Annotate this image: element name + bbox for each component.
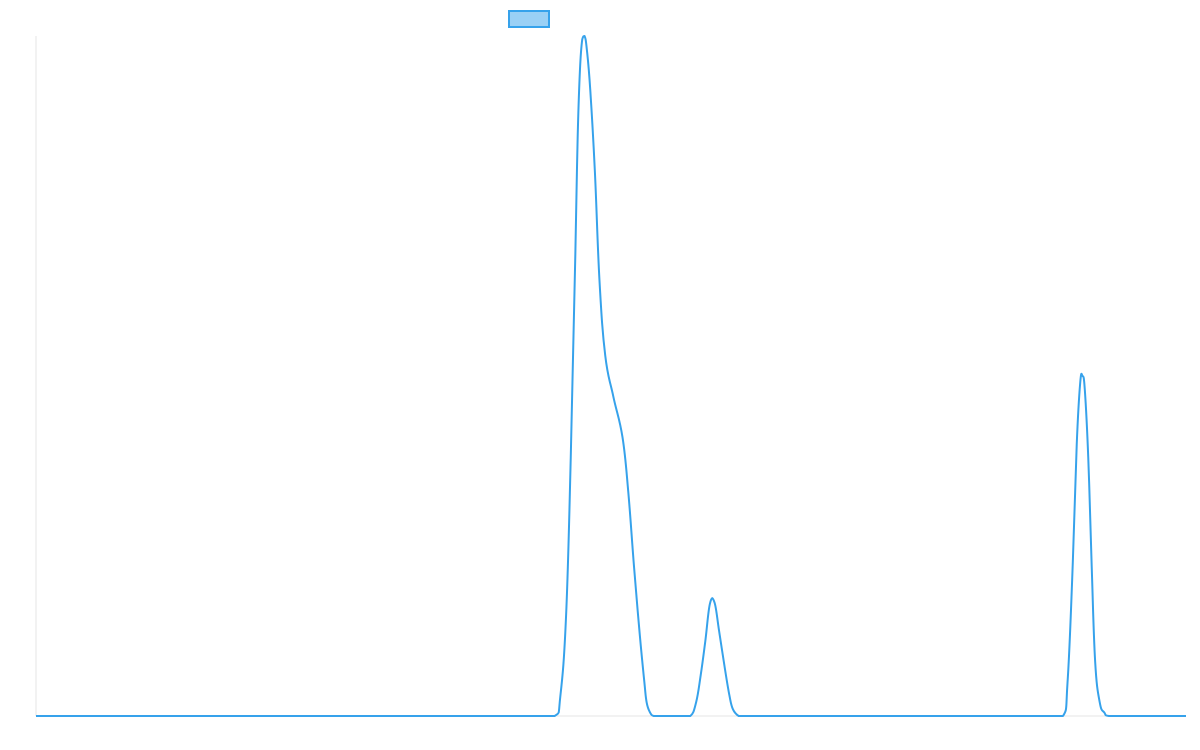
chart-axes (35, 36, 1186, 717)
data-point[interactable] (669, 713, 675, 719)
series-line (36, 35, 1186, 718)
data-point[interactable] (804, 713, 810, 719)
data-point[interactable] (1097, 699, 1103, 705)
data-point[interactable] (552, 713, 558, 719)
data-point[interactable] (575, 135, 581, 141)
data-point[interactable] (620, 434, 626, 440)
data-point[interactable] (644, 699, 650, 705)
data-point[interactable] (563, 611, 569, 617)
data-point[interactable] (587, 87, 593, 93)
data-point[interactable] (730, 706, 736, 712)
data-point[interactable] (568, 455, 574, 461)
data-point[interactable] (1074, 441, 1080, 447)
data-point[interactable] (1060, 713, 1066, 719)
data-point[interactable] (1069, 577, 1075, 583)
data-point[interactable] (582, 33, 588, 39)
data-point[interactable] (641, 679, 647, 685)
data-point[interactable] (687, 713, 693, 719)
data-point[interactable] (631, 563, 637, 569)
data-point[interactable] (592, 169, 598, 175)
data-point[interactable] (1092, 659, 1098, 665)
data-point[interactable] (557, 693, 563, 699)
data-point[interactable] (1080, 373, 1086, 379)
legend-swatch[interactable] (508, 10, 550, 28)
data-point[interactable] (33, 713, 39, 719)
data-point[interactable] (693, 699, 699, 705)
data-point[interactable] (746, 713, 752, 719)
data-point[interactable] (610, 393, 616, 399)
data-point[interactable] (702, 638, 708, 644)
data-point[interactable] (577, 67, 583, 73)
data-point[interactable] (637, 631, 643, 637)
data-point[interactable] (1183, 713, 1189, 719)
data-point[interactable] (768, 713, 774, 719)
data-point[interactable] (584, 47, 590, 53)
data-point[interactable] (1089, 563, 1095, 569)
data-point[interactable] (726, 693, 732, 699)
data-point[interactable] (1077, 380, 1083, 386)
data-point[interactable] (677, 713, 683, 719)
data-point[interactable] (752, 713, 758, 719)
chart-series (33, 33, 1189, 719)
data-point[interactable] (657, 713, 663, 719)
data-point[interactable] (761, 713, 767, 719)
data-point[interactable] (602, 353, 608, 359)
data-point[interactable] (1065, 679, 1071, 685)
data-point[interactable] (716, 628, 722, 634)
data-point[interactable] (712, 599, 718, 605)
data-point[interactable] (1106, 713, 1112, 719)
data-point[interactable] (572, 251, 578, 257)
data-point[interactable] (698, 672, 704, 678)
data-point[interactable] (597, 278, 603, 284)
data-point[interactable] (740, 713, 746, 719)
data-point[interactable] (722, 665, 728, 671)
data-point[interactable] (1082, 387, 1088, 393)
data-point[interactable] (625, 489, 631, 495)
data-point[interactable] (1085, 455, 1091, 461)
